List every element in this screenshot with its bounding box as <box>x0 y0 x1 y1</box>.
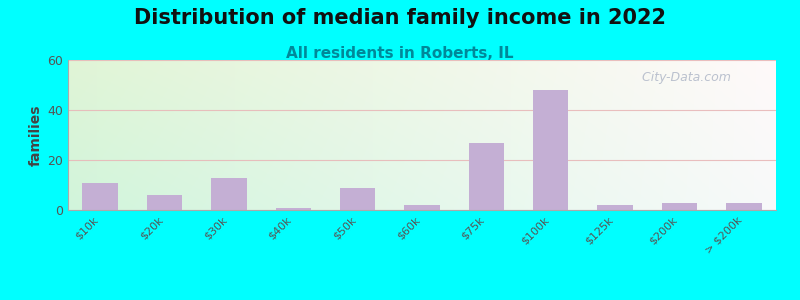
Y-axis label: families: families <box>29 104 43 166</box>
Bar <box>275 208 311 210</box>
Bar <box>340 188 375 210</box>
Bar <box>469 142 504 210</box>
Text: Distribution of median family income in 2022: Distribution of median family income in … <box>134 8 666 28</box>
Bar <box>211 178 246 210</box>
Bar <box>533 90 569 210</box>
Bar <box>726 202 762 210</box>
Text: City-Data.com: City-Data.com <box>634 70 731 83</box>
Bar <box>82 182 118 210</box>
Bar <box>404 205 440 210</box>
Bar <box>662 202 697 210</box>
Bar <box>147 195 182 210</box>
Bar <box>598 205 633 210</box>
Text: All residents in Roberts, IL: All residents in Roberts, IL <box>286 46 514 62</box>
